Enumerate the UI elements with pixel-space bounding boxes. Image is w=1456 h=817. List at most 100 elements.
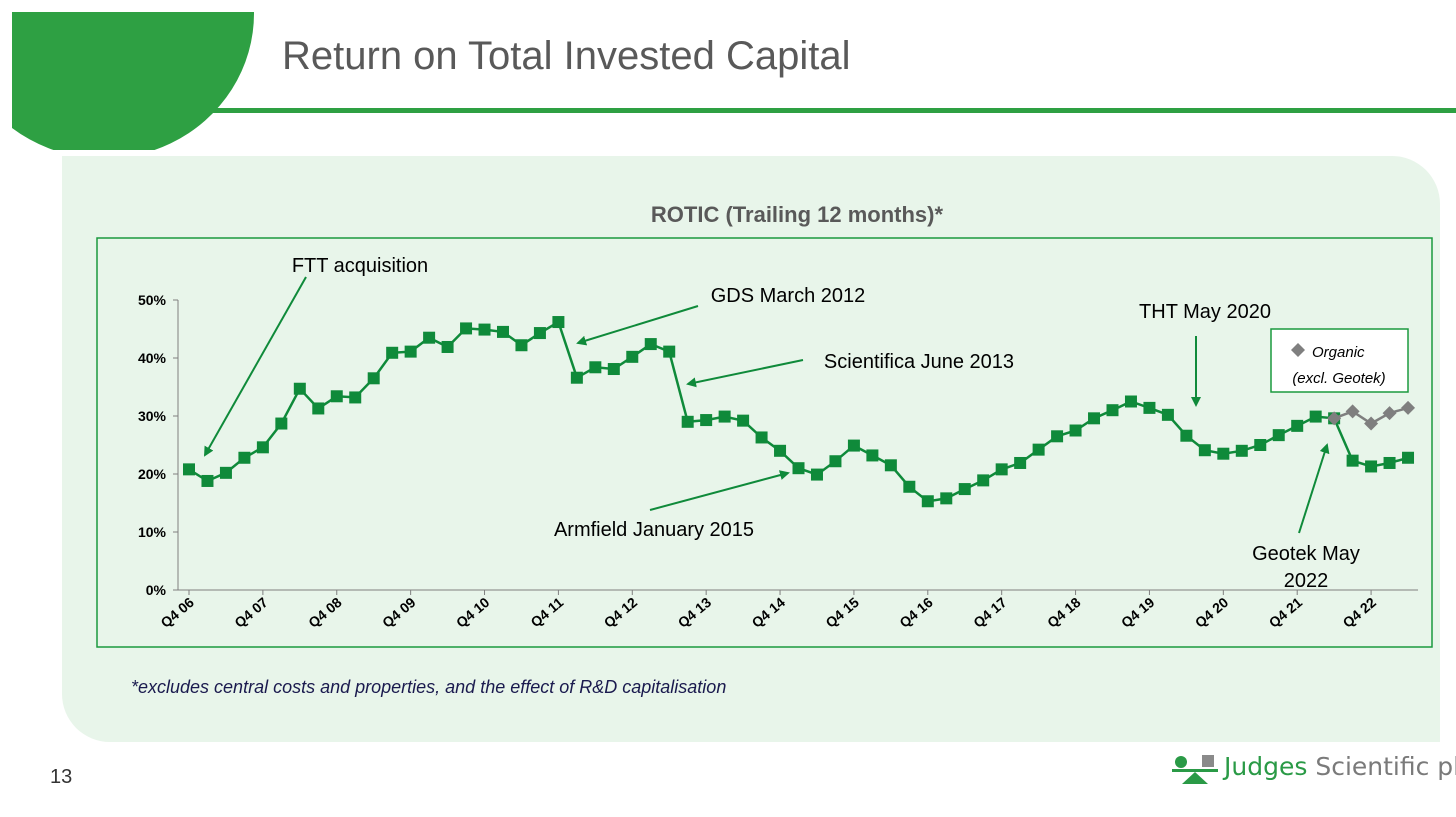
rotic-point	[940, 492, 953, 505]
y-tick-label: 0%	[146, 582, 167, 598]
annotation-label: FTT acquisition	[292, 255, 428, 277]
y-tick-label: 40%	[138, 350, 167, 366]
header-quarter-circle	[12, 12, 255, 150]
legend-box	[1270, 328, 1409, 393]
series-organic	[1327, 400, 1416, 431]
rotic-point	[533, 327, 546, 340]
rotic-point	[977, 474, 990, 487]
organic-point	[1345, 404, 1360, 419]
x-tick-label: Q4 16	[896, 594, 936, 631]
rotic-point	[995, 463, 1008, 476]
rotic-point	[847, 439, 860, 452]
rotic-point	[1309, 410, 1322, 423]
chart-title: ROTIC (Trailing 12 months)*	[651, 202, 944, 227]
x-tick-label: Q4 22	[1340, 594, 1380, 631]
rotic-point	[1124, 395, 1137, 408]
rotic-point	[1254, 439, 1267, 451]
rotic-point	[1014, 456, 1027, 469]
rotic-point	[700, 414, 713, 427]
organic-point	[1382, 406, 1397, 421]
annotation-arrow	[576, 305, 699, 346]
rotic-point	[626, 350, 639, 363]
rotic-point	[552, 316, 565, 329]
rotic-point	[423, 331, 436, 344]
rotic-point	[1161, 408, 1174, 421]
annotation-label: GDS March 2012	[711, 285, 866, 307]
rotic-point	[866, 449, 879, 462]
rotic-point	[755, 431, 768, 444]
x-tick-label: Q4 10	[453, 594, 493, 631]
rotic-point	[386, 346, 399, 359]
organic-point	[1401, 400, 1416, 415]
footnote: *excludes central costs and properties, …	[131, 677, 727, 697]
x-tick-label: Q4 21	[1266, 594, 1306, 631]
rotic-point	[1088, 412, 1101, 425]
x-tick-label: Q4 11	[527, 594, 566, 630]
legend-line2: (excl. Geotek)	[1292, 370, 1385, 387]
rotic-point	[663, 345, 676, 358]
rotic-point	[718, 410, 731, 423]
rotic-point	[681, 415, 694, 428]
rotic-point	[903, 480, 916, 493]
x-tick-label: Q4 20	[1192, 594, 1232, 631]
rotic-point	[1051, 430, 1064, 443]
rotic-point	[737, 414, 750, 427]
logo-word-judges: Judges	[1224, 752, 1308, 781]
x-tick-label: Q4 14	[748, 594, 788, 631]
rotic-point	[441, 340, 454, 353]
organic-point	[1364, 416, 1379, 431]
rotic-point	[293, 382, 306, 395]
logo-square	[1202, 755, 1214, 767]
rotic-point	[774, 444, 787, 457]
rotic-point	[1291, 419, 1304, 432]
rotic-point	[367, 372, 380, 385]
series-rotic	[183, 316, 1415, 508]
rotic-point	[183, 463, 195, 476]
chart-axes: 0% 10% 20% 30% 40% 50% Q4 06 Q4 07 Q4 08 Q4 09 Q4 …	[138, 292, 1419, 631]
slide-title: Return on Total Invested Capital	[282, 34, 851, 78]
x-tick-label: Q4 13	[675, 594, 715, 631]
rotic-point	[958, 483, 971, 496]
rotic-point	[1346, 454, 1359, 467]
x-tick-label: Q4 18	[1044, 594, 1084, 631]
rotic-point	[792, 462, 805, 475]
legend-line1: Organic	[1312, 344, 1365, 361]
rotic-point	[1383, 456, 1396, 469]
rotic-point	[219, 466, 232, 479]
rotic-point	[404, 345, 417, 358]
header-rule	[170, 108, 1456, 113]
plot-frame	[96, 237, 1433, 648]
rotic-point	[460, 322, 473, 335]
rotic-point	[884, 459, 897, 472]
rotic-point	[1217, 447, 1230, 460]
logo-dot	[1175, 756, 1187, 768]
rotic-point	[1143, 401, 1156, 414]
logo-beam	[1172, 769, 1218, 772]
rotic-point	[496, 325, 509, 338]
rotic-point	[570, 371, 583, 384]
rotic-point	[201, 474, 214, 487]
annotation-arrow	[686, 359, 804, 388]
rotic-point	[312, 402, 325, 415]
rotic-point	[349, 391, 362, 404]
annotation-label: THT May 2020	[1139, 301, 1271, 323]
annotation-label: Armfield January 2015	[554, 519, 754, 541]
rotic-point	[921, 495, 934, 508]
rotic-line	[188, 320, 1409, 503]
rotic-point	[330, 390, 343, 403]
rotic-point	[478, 323, 491, 336]
rotic-point	[1069, 424, 1082, 437]
logo-text: Judges Scientific plc	[1224, 752, 1456, 781]
page-number: 13	[50, 766, 73, 788]
rotic-point	[1272, 429, 1285, 442]
header-decoration	[12, 12, 1456, 150]
rotic-point	[1032, 443, 1045, 456]
annotation-arrow	[1298, 443, 1330, 534]
x-tick-label: Q4 08	[305, 594, 345, 631]
x-tick-label: Q4 17	[970, 594, 1010, 631]
x-tick-label: Q4 12	[601, 594, 641, 631]
company-logo	[1172, 755, 1218, 784]
y-tick-label: 10%	[138, 524, 167, 540]
rotic-point	[1106, 404, 1119, 417]
